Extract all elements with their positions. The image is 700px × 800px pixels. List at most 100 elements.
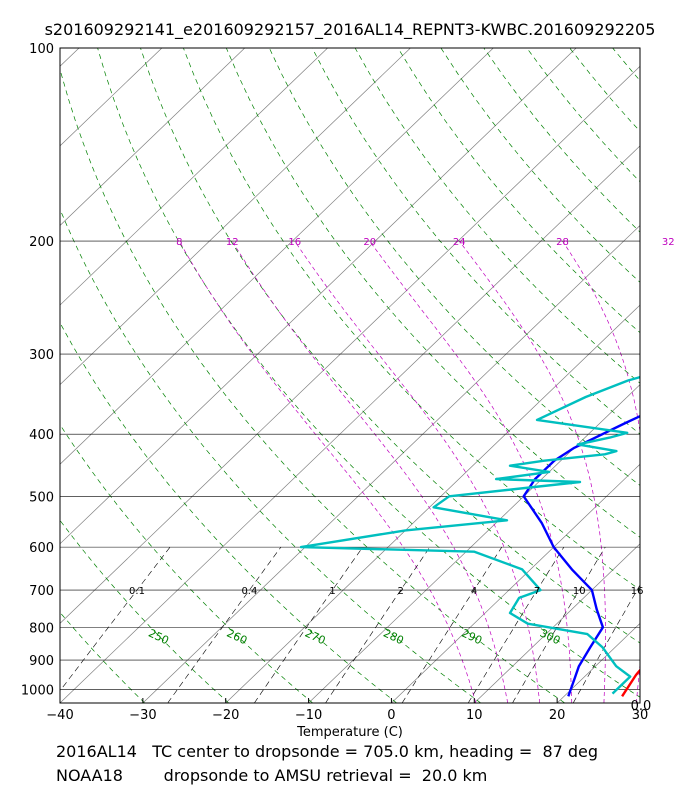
moist-adiabat-line (178, 240, 477, 703)
pressure-tick-labels: 100 200 300 400 500 600 700 800 900 1000 (21, 42, 54, 698)
temperature-tick-label: −40 (46, 708, 73, 723)
dry-adiabat-line (656, 48, 700, 703)
moist-adiabat-lines (178, 240, 698, 703)
isotherm-line (60, 65, 640, 624)
isotherm-line (60, 48, 163, 147)
sounding-series (299, 179, 700, 697)
isotherm-lines (60, 48, 640, 703)
moist-adiabat-label: 32 (662, 237, 675, 248)
dry-adiabat-line (60, 611, 145, 703)
isotherm-line (639, 702, 640, 703)
sounding-series-4 (299, 375, 640, 695)
pressure-tick-label: 900 (29, 654, 54, 669)
mixing-ratio-label: 4 (471, 586, 477, 597)
isotherm-line (60, 48, 494, 465)
moist-adiabat-label: 24 (453, 237, 466, 248)
chart-title: s201609292141_e201609292157_2016AL14_REP… (44, 20, 656, 39)
isotherm-line (308, 384, 640, 703)
footer-retrieval-distance: NOAA18 dropsonde to AMSU retrieval = 20.… (56, 766, 488, 785)
dry-adiabat-lines (60, 48, 700, 703)
dry-adiabat-line (569, 48, 640, 132)
isotherm-line (142, 224, 640, 703)
pressure-tick-label: 200 (29, 235, 54, 250)
mixing-ratio-lines (60, 546, 640, 703)
temperature-tick-labels: −40 −30 −20 −10 0 10 20 30 (46, 698, 648, 723)
temperature-tick-label: 20 (549, 708, 566, 723)
moist-adiabat-line (231, 240, 509, 703)
isotherm-line (391, 463, 640, 703)
mixing-ratio-line (254, 546, 363, 703)
mixing-ratio-label: 1 (329, 586, 335, 597)
isobar-lines (60, 48, 640, 690)
moist-adiabat-label: 28 (556, 237, 569, 248)
sounding-series-3 (649, 179, 700, 690)
temperature-tick-label: 10 (466, 708, 483, 723)
dry-adiabat-label: 260 (225, 627, 250, 648)
dry-adiabat-label: 270 (303, 627, 328, 648)
mixing-ratio-line (512, 546, 606, 703)
dry-adiabat-line (60, 322, 397, 703)
pressure-tick-label: 600 (29, 541, 54, 556)
x-axis-label: Temperature (C) (296, 725, 403, 740)
isotherm-line (60, 48, 411, 386)
isotherm-line (225, 304, 640, 703)
pressure-tick-label: 1000 (21, 683, 54, 698)
dry-adiabat-label: 290 (460, 627, 485, 648)
plot-frame (59, 47, 641, 704)
dry-adiabat-line (526, 48, 640, 183)
isotherm-line (474, 543, 640, 703)
pressure-tick-label: 100 (29, 42, 54, 57)
temperature-tick-label: −30 (129, 708, 156, 723)
isotherm-line (60, 145, 640, 703)
footer-center-distance: 2016AL14 TC center to dropsonde = 705.0 … (56, 742, 599, 761)
temperature-tick-label: 0 (387, 708, 395, 723)
temperature-tick-label: 30 (632, 708, 649, 723)
moist-adiabat-line (668, 241, 698, 703)
pressure-tick-label: 300 (29, 348, 54, 363)
mixing-ratio-label: 0.1 (129, 586, 145, 597)
dry-adiabat-label: 280 (381, 627, 406, 648)
mixing-ratio-line (467, 546, 565, 703)
pressure-tick-label: 400 (29, 428, 54, 443)
isotherm-line (60, 48, 245, 226)
dry-adiabat-line (60, 67, 565, 703)
dry-adiabat-line (60, 701, 61, 703)
dry-adiabat-line (60, 519, 229, 703)
mixing-ratio-line (401, 546, 503, 703)
sounding-series-2 (522, 414, 640, 697)
mixing-ratio-label: 10 (573, 586, 586, 597)
moist-adiabat-label: 16 (288, 237, 301, 248)
corner-label: 0.0 (631, 699, 652, 714)
isotherm-line (60, 48, 80, 67)
mixing-ratio-label: 7 (534, 586, 540, 597)
mixing-ratio-line (572, 584, 640, 703)
pressure-tick-label: 800 (29, 621, 54, 636)
temperature-tick-label: −20 (212, 708, 239, 723)
mixing-ratio-line (325, 546, 431, 703)
dry-adiabat-line (60, 208, 482, 703)
dry-adiabat-line (354, 48, 640, 384)
dry-adiabat-line (612, 48, 640, 82)
mixing-ratio-label: 16 (631, 586, 644, 597)
dry-adiabat-line (397, 48, 640, 334)
mixing-ratio-label: 2 (398, 586, 404, 597)
dry-adiabat-line (140, 48, 640, 644)
dry-adiabat-line (268, 48, 640, 486)
temperature-tick-label: −10 (295, 708, 322, 723)
moist-adiabat-label: 12 (226, 237, 239, 248)
pressure-tick-label: 500 (29, 490, 54, 505)
moist-adiabat-label: 20 (363, 237, 376, 248)
sounding-series-1 (621, 668, 640, 697)
isotherm-line (60, 48, 577, 545)
moist-adiabat-line (294, 240, 541, 703)
moist-adiabat-line (369, 240, 573, 703)
moist-adiabat-label: 8 (176, 237, 182, 248)
dry-adiabat-line (183, 48, 640, 591)
dry-adiabat-line (311, 48, 640, 435)
dry-adiabat-line (60, 424, 313, 703)
pressure-tick-label: 700 (29, 584, 54, 599)
mixing-ratio-line (60, 546, 171, 692)
dry-adiabat-line (97, 48, 640, 698)
isotherm-line (60, 48, 328, 306)
